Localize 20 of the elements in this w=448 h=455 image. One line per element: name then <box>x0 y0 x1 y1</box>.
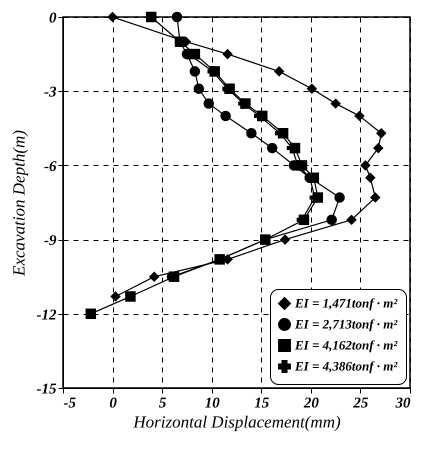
legend-label: EI = 4,162tonf · m² <box>294 338 398 352</box>
y-tick-label: -12 <box>36 307 57 324</box>
y-axis-title: Excavation Depth(m) <box>10 130 29 277</box>
x-tick-label: 30 <box>394 396 411 412</box>
x-axis-title: Horizontal Displacement(mm) <box>132 412 341 432</box>
legend-label: EI = 2,713tonf · m² <box>294 316 398 332</box>
x-tick-label: 20 <box>302 396 320 412</box>
x-tick-label: -5 <box>64 396 76 412</box>
y-tick-label: 0 <box>49 10 57 26</box>
y-tick-label: -6 <box>44 158 57 175</box>
legend-label: EI = 4,386tonf · m² <box>294 358 398 374</box>
x-tick-label: 25 <box>352 396 369 412</box>
legend-label: EI = 1,471tonf · m² <box>294 296 398 310</box>
x-tick-label: 0 <box>109 396 118 412</box>
y-tick-label: -15 <box>36 382 57 398</box>
x-tick-label: 10 <box>204 396 220 412</box>
y-tick-label: -9 <box>44 233 57 250</box>
x-tick-label: 15 <box>254 396 270 412</box>
x-tick-label: 5 <box>158 396 167 412</box>
y-tick-label: -3 <box>44 84 57 101</box>
